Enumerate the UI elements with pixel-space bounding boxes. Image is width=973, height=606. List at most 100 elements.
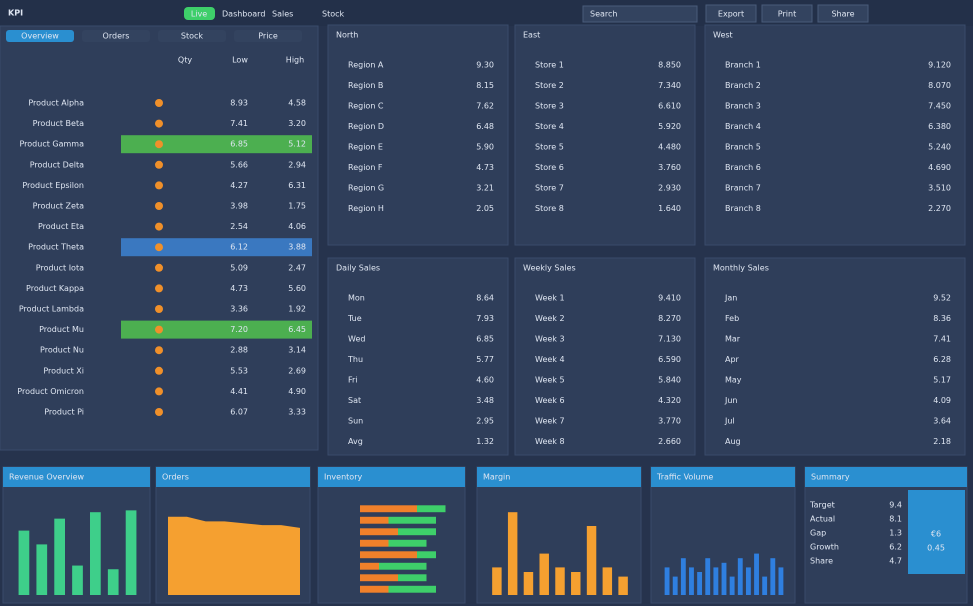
row-label: Branch 5 (725, 143, 761, 152)
tab[interactable] (158, 30, 226, 42)
row-value: 7.62 (476, 102, 494, 111)
panel (327, 24, 509, 246)
row-value: 1.92 (288, 305, 306, 314)
row-value: 8.36 (933, 314, 951, 323)
row-label: Store 5 (535, 143, 564, 152)
bar (745, 567, 751, 595)
search-box[interactable] (582, 5, 698, 23)
bar-segment (398, 574, 427, 582)
row-value: 4.60 (476, 376, 494, 385)
tool-button[interactable] (705, 4, 757, 23)
row-value: 2.930 (658, 184, 681, 193)
column-header: Low (232, 56, 248, 65)
panel-title: Weekly Sales (523, 264, 576, 273)
row-label: Store 8 (535, 204, 564, 213)
bar (697, 572, 703, 595)
nav-item[interactable]: Stock (322, 10, 345, 19)
status-dot (155, 202, 163, 210)
status-dot (155, 284, 163, 293)
row-label: Mar (725, 335, 741, 344)
row-label: Week 8 (535, 437, 565, 446)
row-value: 3.21 (476, 184, 494, 193)
chart-header (318, 467, 465, 487)
nav-item[interactable]: Dashboard (222, 10, 265, 19)
row-value: 9.52 (933, 294, 951, 303)
row-value: 9.120 (928, 61, 951, 70)
side-value: 4.7 (889, 557, 902, 566)
row-label: Week 7 (535, 417, 565, 426)
row-name: Product Mu (39, 325, 84, 334)
tab-label: Price (258, 32, 278, 41)
row-name: Product Eta (38, 222, 84, 231)
row-label: Week 4 (535, 355, 565, 364)
row-label: Region F (348, 163, 383, 172)
bar (54, 518, 65, 595)
row-label: Jun (724, 396, 738, 405)
bar (523, 572, 534, 595)
column-header: Qty (178, 56, 192, 65)
side-value: 6.2 (889, 543, 902, 552)
row-value: 7.41 (933, 335, 951, 344)
bar (18, 530, 30, 595)
tool-button[interactable] (761, 4, 813, 23)
row-value: 5.77 (476, 355, 494, 364)
chart-title: Orders (162, 473, 189, 482)
row-name: Product Xi (43, 366, 84, 375)
row-label: Fri (348, 376, 358, 385)
tab[interactable] (234, 30, 302, 42)
row-value: 5.17 (933, 376, 951, 385)
row-label: Week 1 (535, 294, 565, 303)
tab[interactable] (82, 30, 150, 42)
row-value: 3.14 (288, 346, 306, 355)
row-label: Branch 1 (725, 61, 761, 70)
panel (514, 257, 696, 456)
bar-segment (388, 585, 436, 593)
row-value: 2.05 (476, 204, 494, 213)
row-value: 4.09 (933, 396, 951, 405)
row-value: 9.410 (658, 294, 681, 303)
row-value: 5.920 (658, 122, 681, 131)
bar (705, 558, 711, 595)
row-name: Product Zeta (33, 202, 84, 211)
row-value: 6.07 (230, 408, 248, 417)
row-value: 2.270 (928, 204, 951, 213)
row-value: 7.450 (928, 102, 951, 111)
row-label: Region D (348, 122, 384, 131)
chart-header (651, 467, 795, 487)
bar (713, 567, 719, 595)
panel (514, 24, 696, 246)
row-value: 2.54 (230, 222, 248, 231)
row-name: Product Theta (28, 243, 84, 252)
chart-header (156, 467, 310, 487)
nav-item[interactable]: Sales (272, 10, 293, 19)
bar (721, 562, 727, 595)
side-title: Summary (811, 473, 850, 482)
row-name: Product Gamma (19, 140, 84, 149)
row-name: Product Epsilon (22, 181, 84, 190)
panel-title: West (713, 31, 733, 40)
row-value: 4.73 (230, 284, 248, 293)
row-name: Product Nu (40, 346, 84, 355)
row-value: 4.73 (476, 163, 494, 172)
row-value: 2.660 (658, 437, 681, 446)
tool-button[interactable] (817, 4, 869, 23)
bar-segment (360, 539, 389, 547)
tool-label: Print (778, 10, 796, 19)
live-badge (184, 7, 215, 20)
row-name: Product Delta (30, 160, 84, 169)
panel (327, 257, 509, 456)
bar-segment (360, 574, 398, 582)
tab[interactable] (6, 30, 74, 42)
tool-label: Export (718, 10, 744, 19)
bar (539, 553, 549, 595)
bar (507, 512, 518, 595)
row-name: Product Iota (36, 263, 84, 272)
live-text: Live (191, 10, 207, 19)
row-value: 5.12 (288, 140, 306, 149)
row-value: 8.64 (476, 294, 494, 303)
panel-title: East (523, 31, 540, 40)
kpi-text: 0.45 (927, 544, 945, 553)
bar (729, 576, 735, 595)
row-value: 2.47 (288, 263, 306, 272)
tab-label: Overview (21, 32, 59, 41)
